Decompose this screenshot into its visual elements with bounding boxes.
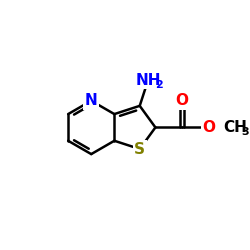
Text: N: N [85,93,98,108]
Text: CH: CH [224,120,248,135]
Text: O: O [176,93,188,108]
Text: NH: NH [135,73,161,88]
Text: O: O [202,120,215,135]
Text: S: S [134,142,145,156]
Text: 3: 3 [242,127,250,137]
Text: 2: 2 [155,80,163,90]
